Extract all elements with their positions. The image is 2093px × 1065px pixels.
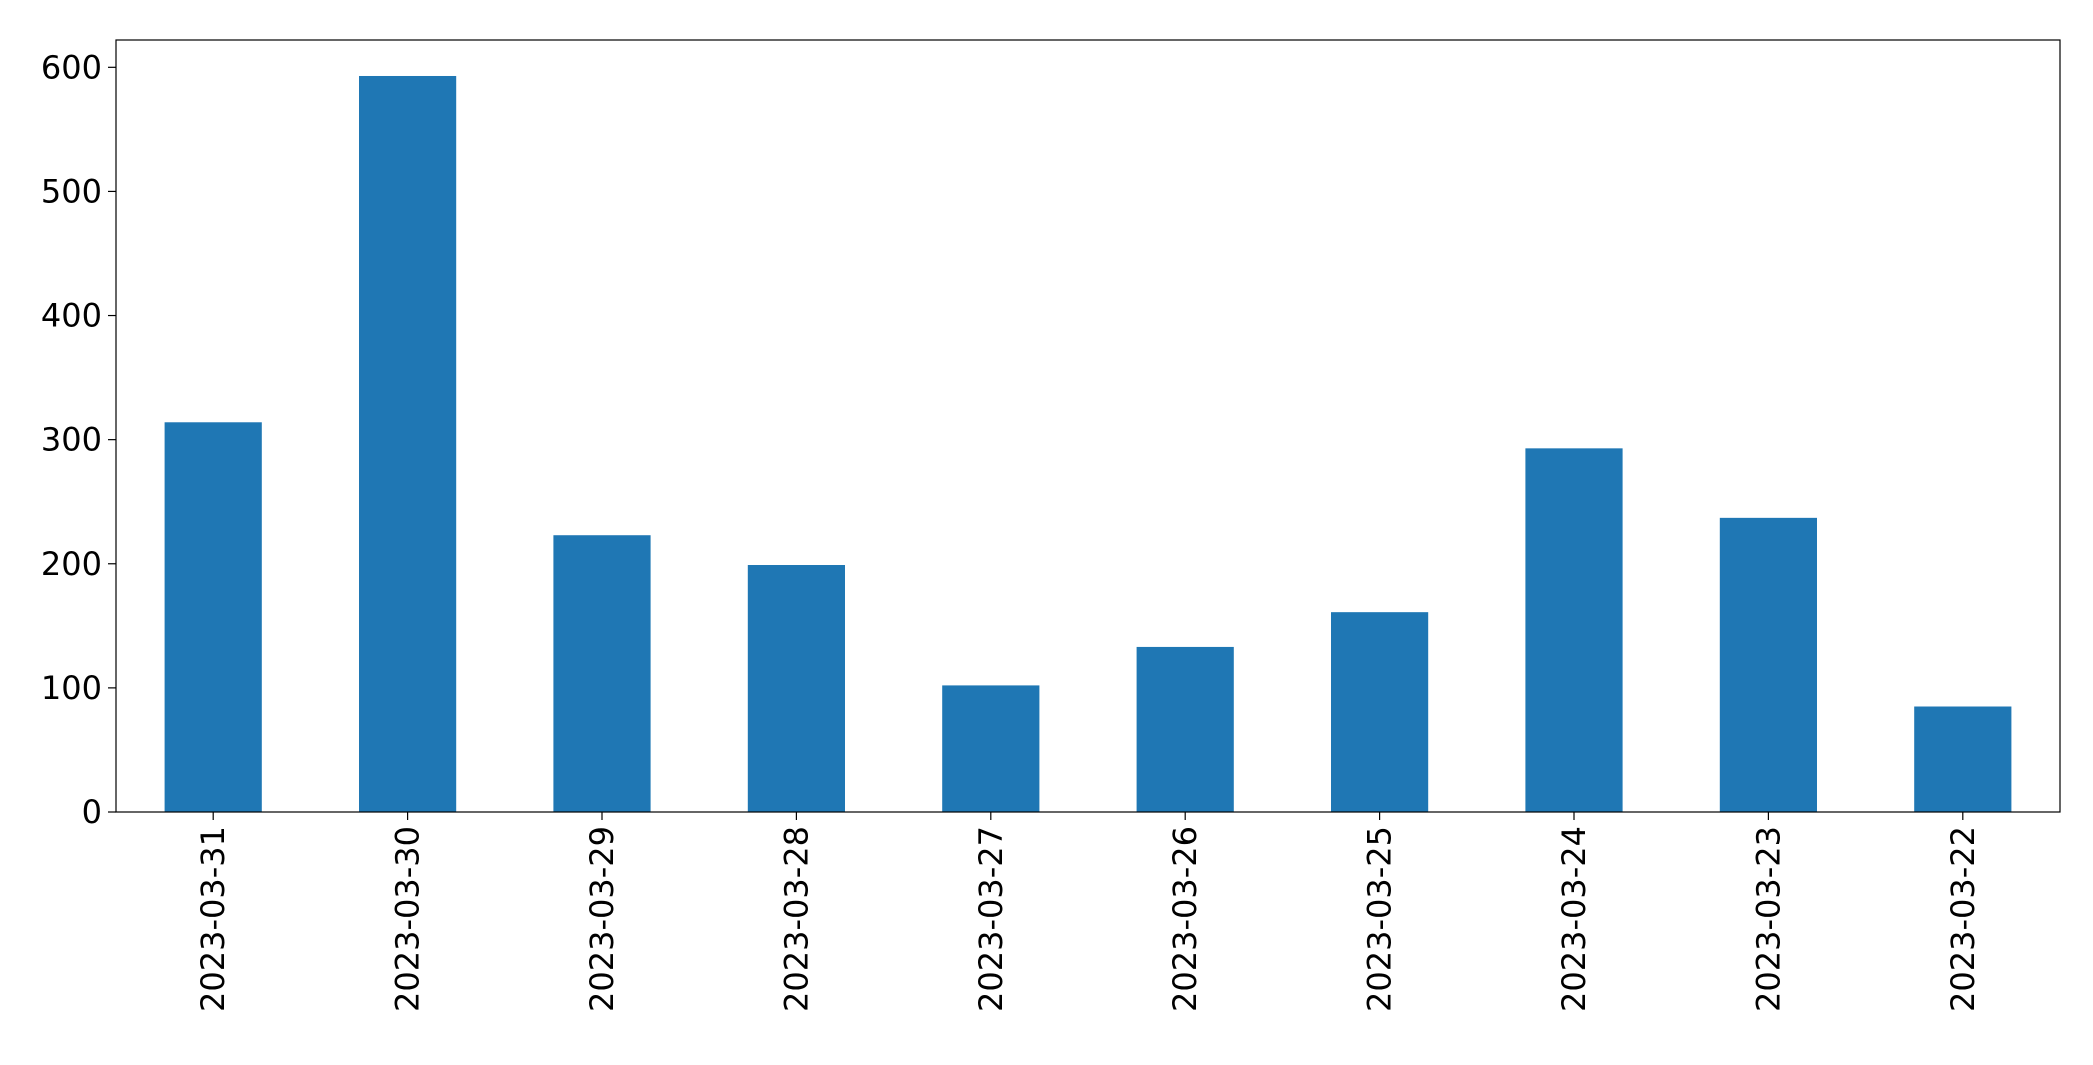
bar-2023-03-25	[1331, 612, 1429, 812]
bar-2023-03-28	[747, 565, 845, 812]
x-tick-label: 2023-03-23	[1749, 826, 1787, 1012]
y-tick-label: 300	[41, 421, 102, 459]
x-tick-label: 2023-03-31	[194, 826, 232, 1012]
bar-2023-03-31	[164, 422, 262, 812]
x-tick-label: 2023-03-28	[777, 826, 815, 1012]
y-tick-label: 600	[41, 48, 102, 86]
bar-2023-03-30	[359, 75, 457, 813]
plot-frame	[115, 39, 2061, 813]
bar-2023-03-24	[1525, 448, 1623, 812]
x-axis: 2023-03-31 2023-03-30 2023-03-29 2023-03-28…	[194, 812, 1982, 1012]
x-tick-label: 2023-03-25	[1361, 826, 1399, 1012]
x-tick-label: 2023-03-26	[1166, 826, 1204, 1012]
x-tick-label: 2023-03-22	[1944, 826, 1982, 1012]
x-tick-label: 2023-03-29	[583, 826, 621, 1012]
x-tick-label: 2023-03-27	[972, 826, 1010, 1012]
bar-2023-03-26	[1136, 646, 1234, 812]
y-tick-label: 200	[41, 545, 102, 583]
bar-2023-03-22	[1914, 706, 2012, 812]
bar-2023-03-23	[1719, 517, 1817, 812]
bar-2023-03-29	[553, 535, 651, 812]
bars-group	[164, 75, 2012, 813]
y-tick-label: 100	[41, 669, 102, 707]
bar-2023-03-27	[942, 685, 1040, 812]
y-tick-label: 500	[41, 172, 102, 210]
x-tick-label: 2023-03-30	[389, 826, 427, 1012]
x-tick-label: 2023-03-24	[1555, 826, 1593, 1012]
y-axis: 0 100 200 300 400 500 600	[41, 48, 116, 831]
y-tick-label: 0	[82, 793, 102, 831]
y-tick-label: 400	[41, 297, 102, 335]
